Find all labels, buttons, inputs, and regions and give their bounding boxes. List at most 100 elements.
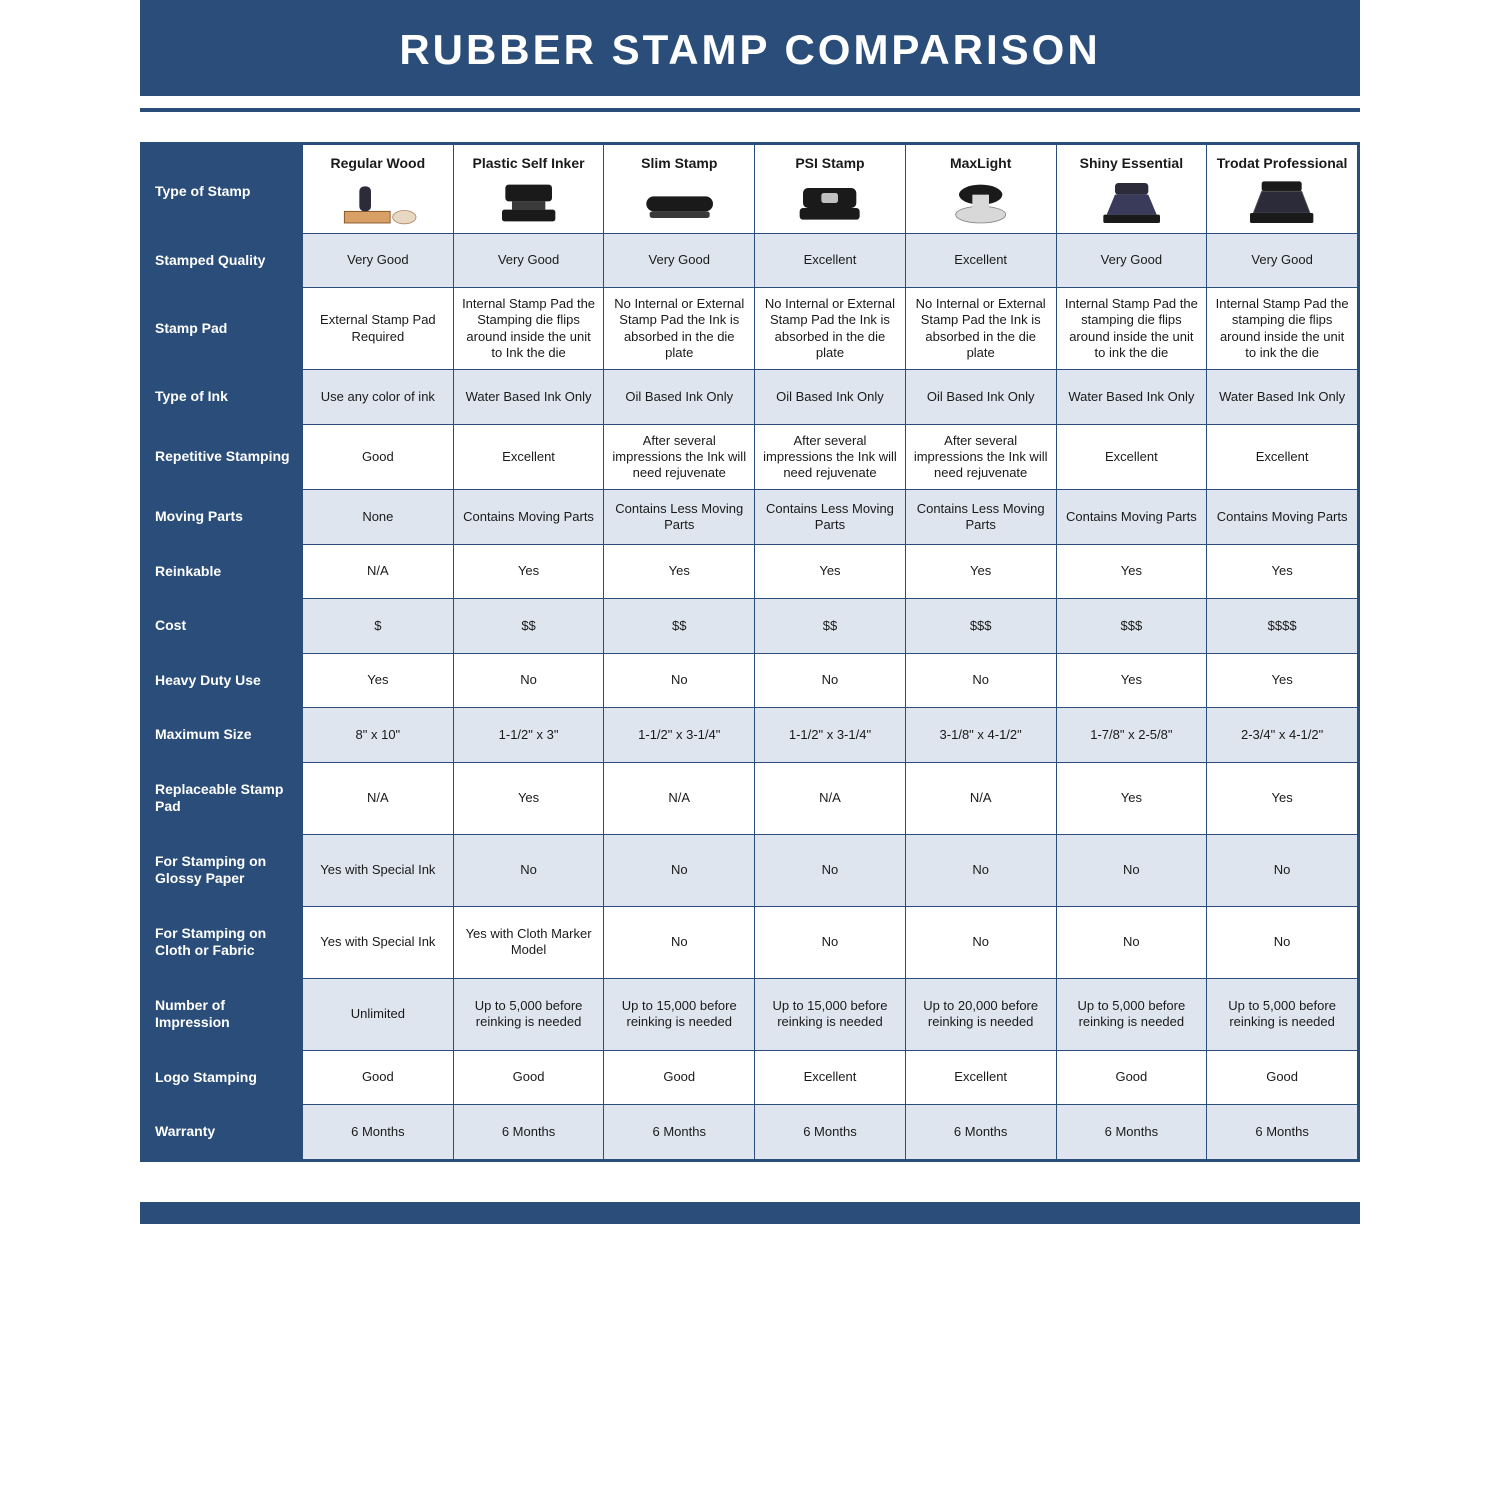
col-header: PSI Stamp	[755, 145, 906, 234]
table-cell: Yes with Special Ink	[303, 834, 454, 906]
table-cell: $$	[755, 599, 906, 654]
table-row: Replaceable Stamp PadN/AYesN/AN/AN/AYesY…	[143, 762, 1358, 834]
table-cell: No	[604, 906, 755, 978]
table-body: Stamped QualityVery GoodVery GoodVery Go…	[143, 233, 1358, 1159]
table-row: Number of ImpressionUnlimitedUp to 5,000…	[143, 978, 1358, 1050]
trodat-professional-icon	[1213, 177, 1351, 229]
col-header: MaxLight	[905, 145, 1056, 234]
table-cell: N/A	[604, 762, 755, 834]
footer-bar	[140, 1202, 1360, 1224]
table-row: Moving PartsNoneContains Moving PartsCon…	[143, 490, 1358, 545]
table-cell: Yes	[1056, 762, 1207, 834]
table-cell: Yes	[1207, 544, 1358, 599]
table-cell: $$$$	[1207, 599, 1358, 654]
table-cell: Contains Less Moving Parts	[755, 490, 906, 545]
col-header-text: MaxLight	[912, 155, 1050, 173]
table-cell: Up to 5,000 before reinking is needed	[1207, 978, 1358, 1050]
table-cell: $$	[453, 599, 604, 654]
page: RUBBER STAMP COMPARISON Type of Stamp Re…	[0, 0, 1500, 1264]
table-cell: Water Based Ink Only	[453, 370, 604, 425]
col-header: Shiny Essential	[1056, 145, 1207, 234]
table-cell: Good	[303, 424, 454, 490]
table-cell: Contains Less Moving Parts	[905, 490, 1056, 545]
table-cell: Yes	[453, 544, 604, 599]
table-cell: Up to 5,000 before reinking is needed	[453, 978, 604, 1050]
row-label: Heavy Duty Use	[143, 653, 303, 708]
table-cell: Very Good	[303, 233, 454, 288]
table-cell: $$	[604, 599, 755, 654]
table-cell: 6 Months	[755, 1105, 906, 1160]
table-cell: Up to 20,000 before reinking is needed	[905, 978, 1056, 1050]
table-cell: 1-7/8" x 2-5/8"	[1056, 708, 1207, 763]
slim-stamp-icon	[610, 177, 748, 229]
table-cell: Internal Stamp Pad the stamping die flip…	[1207, 288, 1358, 370]
table-cell: Excellent	[1207, 424, 1358, 490]
table-cell: No	[1056, 834, 1207, 906]
table-cell: No	[755, 653, 906, 708]
table-cell: Contains Moving Parts	[453, 490, 604, 545]
table-cell: N/A	[905, 762, 1056, 834]
col-header-text: Shiny Essential	[1063, 155, 1201, 173]
col-header-text: Slim Stamp	[610, 155, 748, 173]
table-cell: Yes	[453, 762, 604, 834]
table-cell: 3-1/8" x 4-1/2"	[905, 708, 1056, 763]
table-cell: Very Good	[1207, 233, 1358, 288]
table-cell: Water Based Ink Only	[1056, 370, 1207, 425]
table-row: ReinkableN/AYesYesYesYesYesYes	[143, 544, 1358, 599]
row-label: Moving Parts	[143, 490, 303, 545]
page-title: RUBBER STAMP COMPARISON	[140, 0, 1360, 96]
table-cell: Contains Moving Parts	[1207, 490, 1358, 545]
table-cell: No	[453, 653, 604, 708]
table-cell: 8" x 10"	[303, 708, 454, 763]
table-cell: 6 Months	[453, 1105, 604, 1160]
table-cell: $	[303, 599, 454, 654]
row-label: Number of Impression	[143, 978, 303, 1050]
table-row: Type of InkUse any color of inkWater Bas…	[143, 370, 1358, 425]
col-header: Trodat Professional	[1207, 145, 1358, 234]
row-label: Stamp Pad	[143, 288, 303, 370]
table-cell: Yes	[303, 653, 454, 708]
table-cell: Very Good	[604, 233, 755, 288]
table-cell: 2-3/4" x 4-1/2"	[1207, 708, 1358, 763]
table-cell: Excellent	[905, 1050, 1056, 1105]
table-cell: Contains Less Moving Parts	[604, 490, 755, 545]
table-cell: Up to 15,000 before reinking is needed	[604, 978, 755, 1050]
table-cell: No	[755, 834, 906, 906]
row-label: Warranty	[143, 1105, 303, 1160]
table-cell: Up to 5,000 before reinking is needed	[1056, 978, 1207, 1050]
table-cell: Excellent	[905, 233, 1056, 288]
table-row: Maximum Size8" x 10"1-1/2" x 3"1-1/2" x …	[143, 708, 1358, 763]
table-row: Heavy Duty UseYesNoNoNoNoYesYes	[143, 653, 1358, 708]
col-header-text: Regular Wood	[309, 155, 447, 173]
table-cell: Unlimited	[303, 978, 454, 1050]
table-cell: Excellent	[755, 233, 906, 288]
row-label: Replaceable Stamp Pad	[143, 762, 303, 834]
maxlight-icon	[912, 177, 1050, 229]
table-cell: 1-1/2" x 3"	[453, 708, 604, 763]
table-cell: No	[1207, 834, 1358, 906]
table-row: Stamped QualityVery GoodVery GoodVery Go…	[143, 233, 1358, 288]
table-cell: Internal Stamp Pad the stamping die flip…	[1056, 288, 1207, 370]
table-cell: Yes	[1207, 762, 1358, 834]
table-cell: Use any color of ink	[303, 370, 454, 425]
table-cell: $$$	[905, 599, 1056, 654]
table-cell: 6 Months	[905, 1105, 1056, 1160]
table-cell: No	[905, 906, 1056, 978]
table-cell: Good	[1207, 1050, 1358, 1105]
row-label: For Stamping on Cloth or Fabric	[143, 906, 303, 978]
table-cell: Yes	[905, 544, 1056, 599]
table-cell: Up to 15,000 before reinking is needed	[755, 978, 906, 1050]
table-cell: Yes	[755, 544, 906, 599]
table-cell: 1-1/2" x 3-1/4"	[755, 708, 906, 763]
table-row: Cost$$$$$$$$$$$$$$$$$	[143, 599, 1358, 654]
table-cell: Oil Based Ink Only	[905, 370, 1056, 425]
row-label: Stamped Quality	[143, 233, 303, 288]
table-row: Warranty6 Months6 Months6 Months6 Months…	[143, 1105, 1358, 1160]
table-cell: None	[303, 490, 454, 545]
table-row: Logo StampingGoodGoodGoodExcellentExcell…	[143, 1050, 1358, 1105]
table-cell: After several impressions the Ink will n…	[755, 424, 906, 490]
table-cell: After several impressions the Ink will n…	[905, 424, 1056, 490]
table-row: For Stamping on Glossy PaperYes with Spe…	[143, 834, 1358, 906]
table-cell: No	[604, 653, 755, 708]
table-cell: 6 Months	[1056, 1105, 1207, 1160]
